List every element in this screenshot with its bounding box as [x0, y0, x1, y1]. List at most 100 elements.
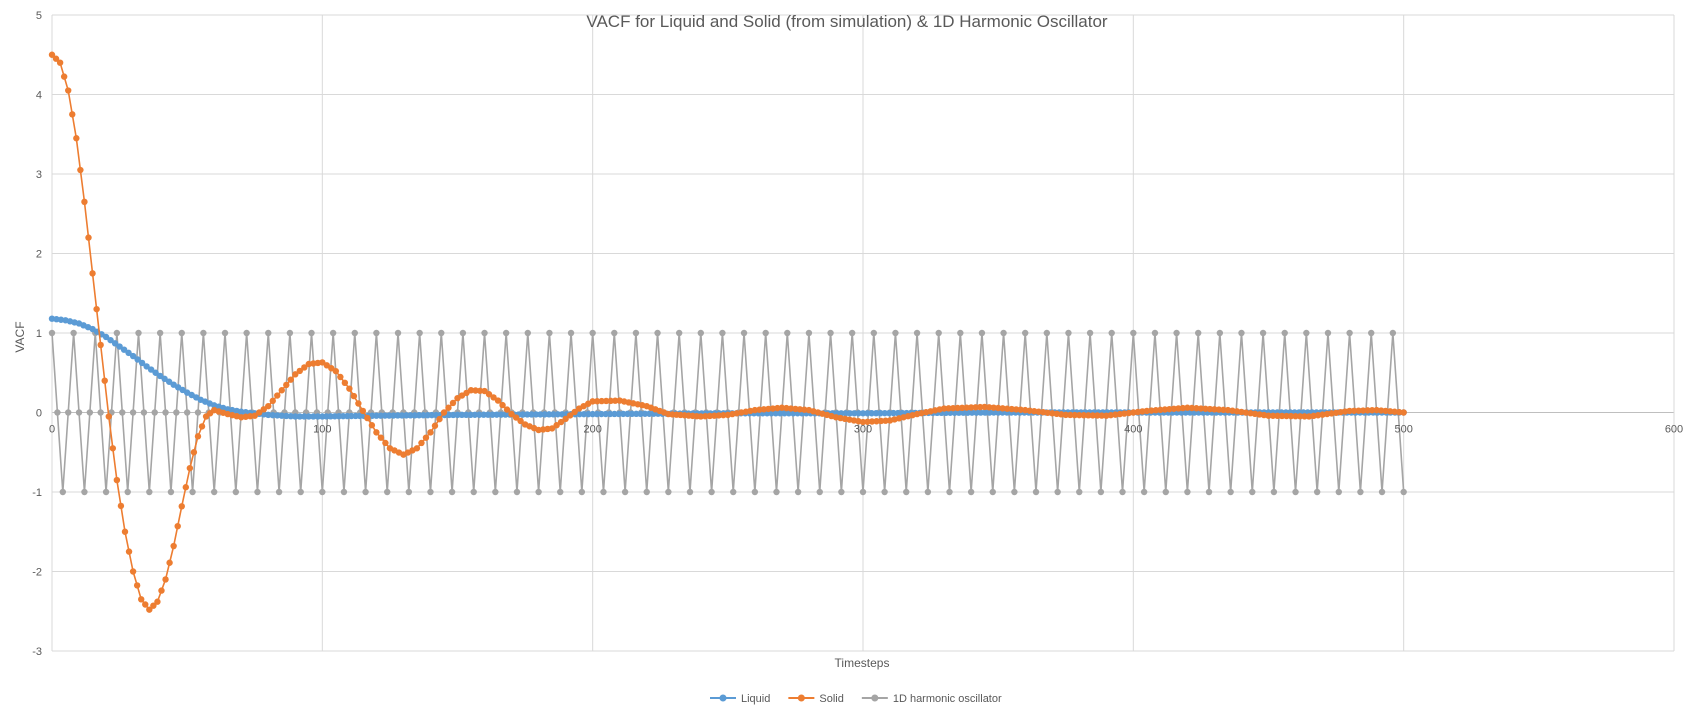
data-point — [445, 404, 452, 411]
data-point — [892, 329, 899, 337]
data-point — [243, 329, 250, 337]
data-point — [116, 343, 123, 350]
data-point — [301, 413, 308, 420]
data-point — [65, 409, 72, 416]
data-point — [517, 417, 524, 425]
data-point — [296, 413, 304, 420]
data-point — [553, 422, 560, 429]
data-point — [1368, 329, 1375, 337]
data-point — [967, 404, 975, 411]
data-point — [355, 400, 362, 407]
data-point — [1364, 407, 1371, 414]
data-point — [134, 356, 141, 363]
data-point — [70, 329, 77, 337]
data-point — [481, 329, 488, 337]
data-point — [1000, 329, 1007, 337]
data-point — [174, 522, 181, 530]
data-point — [346, 385, 353, 392]
data-point — [1080, 412, 1087, 419]
data-point — [940, 405, 948, 412]
legend-label: 1D harmonic oscillator — [893, 693, 1002, 705]
data-point — [632, 329, 640, 337]
legend-item: Liquid — [710, 693, 770, 705]
data-point — [1162, 488, 1169, 496]
data-point — [438, 329, 445, 337]
data-point — [567, 329, 575, 337]
data-point — [138, 359, 146, 367]
data-point — [120, 346, 128, 353]
data-point — [816, 488, 823, 496]
data-point — [182, 484, 190, 491]
data-point — [362, 488, 369, 496]
data-point — [1085, 412, 1092, 419]
data-point — [557, 488, 564, 496]
data-point — [978, 329, 986, 337]
data-point — [158, 587, 165, 594]
data-point — [150, 602, 157, 609]
data-point — [1281, 329, 1288, 337]
data-point — [913, 329, 921, 337]
data-point — [1249, 488, 1256, 496]
data-point — [81, 198, 88, 206]
data-point — [481, 387, 488, 395]
data-point — [382, 439, 389, 447]
data-point — [448, 488, 456, 496]
data-point — [251, 412, 258, 419]
legend-label: Liquid — [741, 693, 770, 705]
data-point — [1032, 488, 1040, 496]
data-point — [611, 329, 618, 337]
data-point — [773, 488, 780, 496]
data-point — [117, 502, 125, 510]
data-point — [1108, 329, 1115, 337]
data-point — [1184, 488, 1191, 496]
data-point — [129, 352, 137, 360]
data-point — [405, 488, 413, 496]
data-point — [200, 329, 207, 337]
data-point — [989, 488, 996, 496]
data-point — [1292, 488, 1299, 496]
data-point — [332, 367, 340, 375]
data-point — [513, 488, 521, 496]
data-point — [373, 429, 380, 436]
data-point — [459, 329, 467, 337]
data-point — [359, 407, 367, 415]
data-point — [571, 408, 578, 416]
data-point — [109, 445, 117, 452]
data-point — [301, 364, 308, 371]
data-point — [740, 329, 748, 337]
data-point — [1359, 407, 1367, 414]
data-point — [1094, 412, 1101, 419]
data-point — [1301, 413, 1308, 420]
data-point — [593, 398, 601, 405]
data-point — [1067, 411, 1074, 419]
data-point — [256, 409, 263, 416]
data-point — [89, 270, 96, 277]
data-point — [946, 488, 953, 496]
data-point — [1355, 407, 1362, 414]
data-point — [48, 51, 56, 58]
data-point — [151, 409, 158, 416]
data-point — [135, 329, 142, 337]
data-point — [278, 387, 285, 394]
data-point — [1296, 413, 1304, 420]
data-point — [113, 476, 121, 484]
data-point — [97, 409, 104, 416]
data-point — [1065, 329, 1072, 337]
data-point — [368, 422, 376, 429]
data-point — [1151, 329, 1159, 337]
data-point — [232, 488, 240, 496]
x-tick-label: 400 — [1124, 424, 1142, 436]
data-point — [1350, 407, 1358, 414]
data-point — [1130, 329, 1137, 337]
data-point — [963, 404, 970, 411]
y-tick-label: -3 — [32, 646, 42, 658]
data-point — [1400, 409, 1407, 416]
data-point — [1346, 329, 1353, 337]
data-point — [848, 329, 856, 337]
data-point — [600, 488, 607, 496]
data-point — [958, 404, 966, 412]
data-point — [73, 135, 80, 142]
data-point — [162, 409, 169, 416]
